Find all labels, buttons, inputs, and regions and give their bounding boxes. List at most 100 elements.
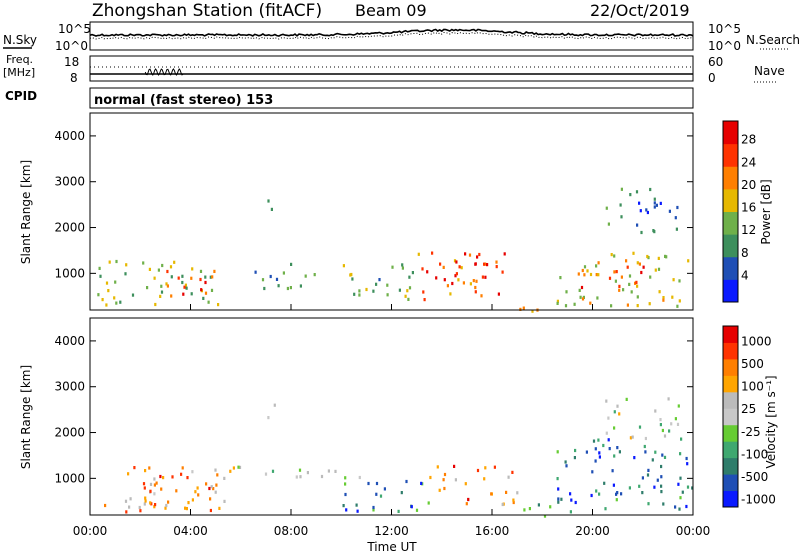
power-cell [190,276,193,280]
velocity-cell [654,409,657,413]
power-cell [639,209,642,213]
velocity-colorbar-segment [723,424,738,442]
velocity-cell [196,486,199,490]
power-cell [119,300,122,304]
velocity-ytick-label: 1000 [54,471,85,485]
power-cell [635,190,639,194]
power-ytick-label: 2000 [54,221,85,235]
velocity-cell [516,491,519,495]
noise-left-bottom-tick: 10^0 [55,39,88,53]
power-cell [299,284,302,288]
power-cell [350,272,353,277]
power-cell [375,282,378,286]
power-cell [202,296,205,300]
power-cell [401,266,404,270]
power-cell [115,259,118,264]
power-cell [654,268,657,272]
velocity-cell [306,471,309,475]
velocity-cell [212,487,215,491]
velocity-cell [603,481,606,485]
power-cell [342,264,345,268]
power-cell [166,269,169,274]
velocity-cell [144,496,147,500]
power-cell [638,262,641,266]
velocity-ylabel: Slant Range [km] [19,365,33,469]
velocity-cell [647,468,650,472]
power-cell [270,207,273,211]
power-cell [464,252,467,256]
velocity-cell [644,436,647,441]
velocity-cell [523,508,526,512]
power-cell [483,262,486,266]
power-cell [531,309,534,313]
velocity-cell [612,483,615,487]
velocity-cell [641,476,644,480]
velocity-cell [676,422,680,426]
nave-right-top-tick: 60 [708,55,723,69]
velocity-cell [686,462,689,466]
freq-unit-label: [MHz] [3,66,35,79]
power-cell [484,275,487,279]
x-tick-label: 00:00 [676,524,711,538]
velocity-cell [592,439,596,443]
power-cell [614,279,617,283]
velocity-colorbar-segment [723,490,738,508]
power-cell [629,193,632,197]
power-cell [628,282,631,286]
velocity-cell [654,450,657,454]
velocity-cell [271,469,275,473]
velocity-cell [643,444,646,449]
power-cell [401,263,404,267]
velocity-cell [613,426,616,430]
power-cell [564,304,568,308]
power-cell [443,278,446,282]
power-cell [131,293,135,297]
power-colorbar-frame [722,120,739,303]
power-cell [625,259,628,263]
velocity-cell [171,475,174,479]
velocity-cell [660,490,663,494]
velocity-cell [125,510,128,514]
power-cell [635,280,638,284]
power-cell [282,271,285,275]
velocity-cell [320,474,324,479]
velocity-cell [668,429,671,433]
power-cell [204,275,207,279]
velocity-cell [327,469,330,473]
velocity-ytick-label: 4000 [54,334,85,348]
velocity-colorbar-segment [723,457,738,475]
power-cell [254,270,257,274]
power-cell [457,278,460,282]
velocity-colorbar-segment [723,342,738,360]
velocity-cell [663,434,667,438]
velocity-cell [181,466,184,470]
power-cell [649,187,652,192]
velocity-cell [569,510,572,514]
velocity-cell [410,505,413,509]
power-cell [169,265,173,269]
noise-right-bottom-tick: 10^0 [708,39,741,53]
x-tick-label: 20:00 [575,524,610,538]
power-cell [474,290,477,294]
velocity-cell [660,475,663,479]
power-cell [166,284,169,288]
velocity-cell [679,496,682,500]
velocity-cell [187,501,190,505]
power-colorbar-tick: 24 [741,155,756,169]
power-cell [161,263,164,268]
velocity-cell [149,489,152,493]
velocity-cell [379,494,383,498]
velocity-colorbar-tick: -500 [741,470,768,484]
velocity-cell [618,412,621,416]
power-cell [628,274,632,278]
power-cell [476,255,479,259]
velocity-cell [129,497,132,501]
x-axis-label: Time UT [366,540,417,554]
power-cell [652,229,655,233]
freq-left-bottom-tick: 8 [70,71,78,85]
power-cell [101,298,104,302]
velocity-cell [615,492,618,496]
power-cell [105,303,108,307]
velocity-cell [467,497,470,502]
velocity-cell [611,469,614,473]
